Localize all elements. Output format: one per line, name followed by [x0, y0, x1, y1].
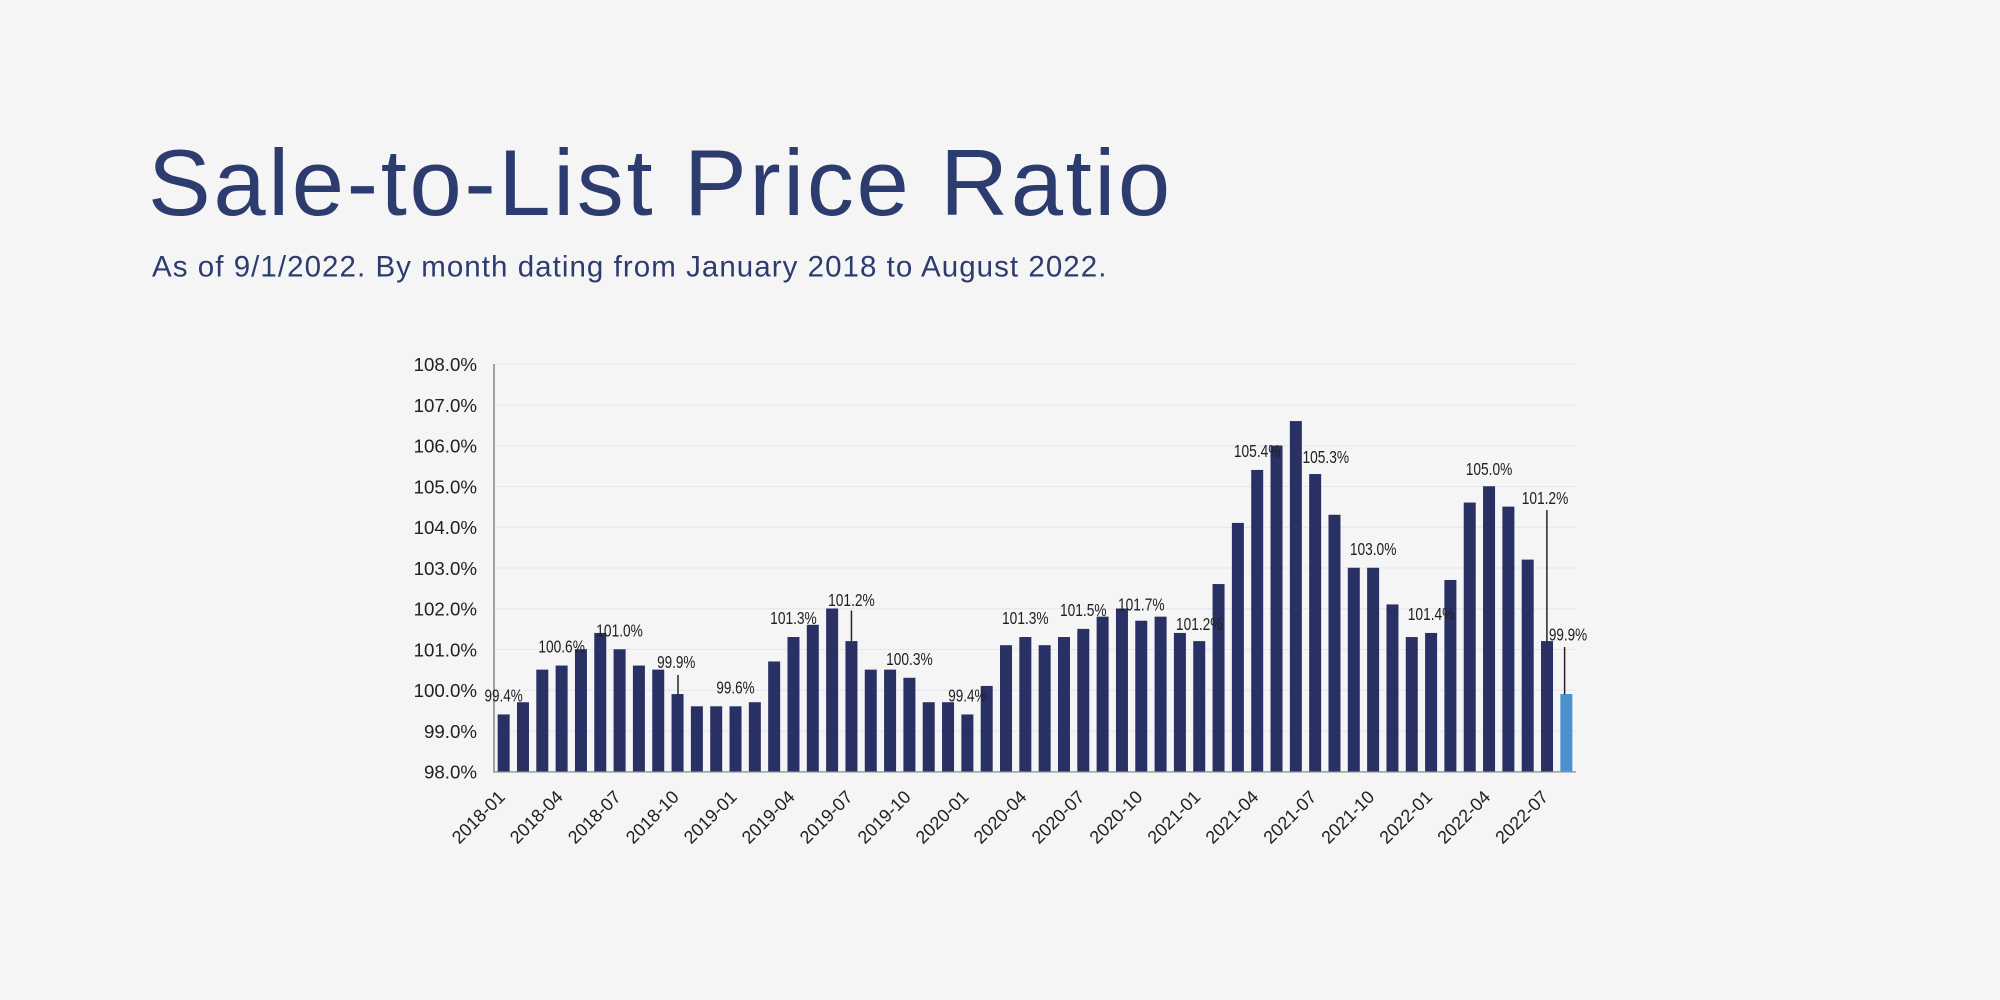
svg-text:105.3%: 105.3% — [1303, 447, 1350, 467]
svg-text:104.0%: 104.0% — [414, 517, 477, 538]
svg-text:105.0%: 105.0% — [414, 476, 477, 497]
svg-text:101.3%: 101.3% — [1002, 608, 1049, 628]
svg-text:101.3%: 101.3% — [770, 608, 817, 628]
svg-text:107.0%: 107.0% — [414, 395, 477, 416]
svg-text:99.9%: 99.9% — [657, 652, 696, 672]
svg-text:108.0%: 108.0% — [414, 354, 477, 375]
svg-text:99.4%: 99.4% — [948, 685, 987, 705]
svg-text:99.0%: 99.0% — [424, 721, 477, 742]
svg-text:103.0%: 103.0% — [414, 558, 477, 579]
svg-text:100.3%: 100.3% — [886, 649, 933, 669]
svg-text:103.0%: 103.0% — [1350, 539, 1397, 559]
svg-text:100.0%: 100.0% — [414, 680, 477, 701]
svg-text:101.5%: 101.5% — [1060, 600, 1107, 620]
svg-text:101.4%: 101.4% — [1408, 604, 1455, 624]
svg-text:As of 9/1/2022. By month datin: As of 9/1/2022. By month dating from Jan… — [152, 251, 1107, 284]
svg-text:102.0%: 102.0% — [414, 599, 477, 620]
svg-text:99.6%: 99.6% — [716, 677, 755, 697]
svg-text:Sale-to-List Price Ratio: Sale-to-List Price Ratio — [148, 130, 1173, 235]
svg-text:99.4%: 99.4% — [485, 685, 524, 705]
svg-text:101.7%: 101.7% — [1118, 595, 1165, 615]
svg-text:101.2%: 101.2% — [828, 590, 875, 610]
svg-text:101.0%: 101.0% — [414, 639, 477, 660]
svg-text:100.6%: 100.6% — [538, 637, 585, 657]
svg-text:105.0%: 105.0% — [1466, 459, 1513, 479]
svg-text:99.9%: 99.9% — [1549, 625, 1588, 645]
svg-text:101.0%: 101.0% — [596, 620, 643, 640]
svg-text:98.0%: 98.0% — [424, 762, 477, 783]
svg-text:101.2%: 101.2% — [1176, 614, 1223, 634]
svg-text:101.2%: 101.2% — [1522, 488, 1569, 508]
svg-text:105.4%: 105.4% — [1234, 441, 1281, 461]
svg-text:106.0%: 106.0% — [414, 436, 477, 457]
